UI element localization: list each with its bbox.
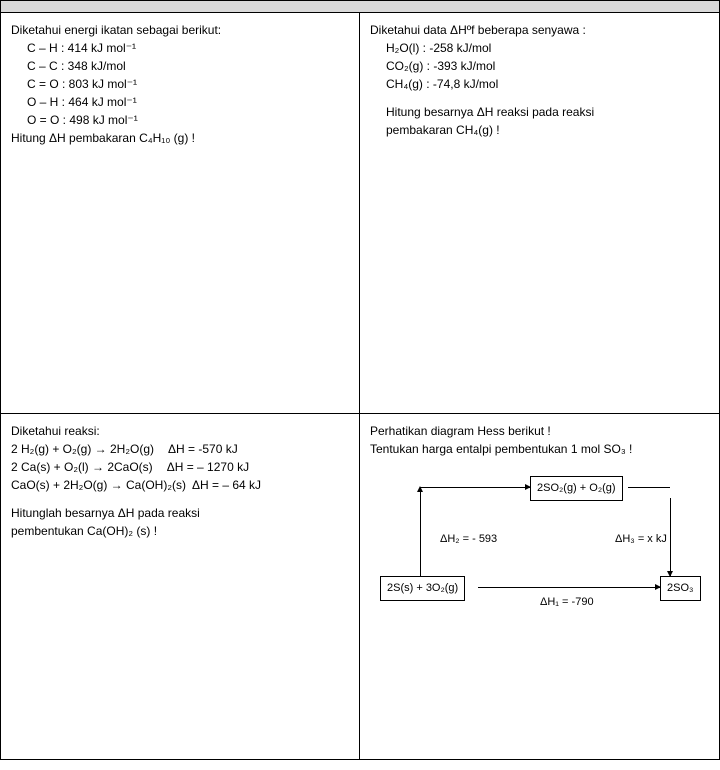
q1-task: Hitung ΔH pembakaran C₄H₁₀ (g) ! — [11, 129, 349, 147]
cell-q2: Diketahui data ΔHºf beberapa senyawa : H… — [360, 13, 719, 413]
cell-q4: Perhatikan diagram Hess berikut ! Tentuk… — [360, 414, 719, 759]
hess-left-box: 2S(s) + 3O₂(g) — [380, 576, 465, 601]
q1-intro: Diketahui energi ikatan sebagai berikut: — [11, 21, 349, 39]
hess-right-box: 2SO₃ — [660, 576, 701, 601]
q3-r3b: ΔH = – 64 kJ — [192, 476, 261, 494]
q3-r1a: 2 H₂(g) + O₂(g) → 2H₂O(g) — [11, 440, 154, 458]
q3-task-2: pembentukan Ca(OH)₂ (s) ! — [11, 522, 349, 540]
header-strip — [1, 1, 719, 13]
q3-r1b: ΔH = -570 kJ — [168, 440, 238, 458]
row-1: Diketahui energi ikatan sebagai berikut:… — [1, 13, 719, 414]
q3-intro: Diketahui reaksi: — [11, 422, 349, 440]
hess-dh1: ΔH₁ = -790 — [540, 594, 594, 611]
q1-bond-2: C – C : 348 kJ/mol — [11, 57, 349, 75]
hess-top-box: 2SO₂(g) + O₂(g) — [530, 476, 623, 501]
hess-dh2: ΔH₂ = - 593 — [440, 531, 497, 548]
q2-task-2: pembakaran CH₄(g) ! — [370, 121, 709, 139]
q4-line-2: Tentukan harga entalpi pembentukan 1 mol… — [370, 440, 709, 458]
q3-r3a: CaO(s) + 2H₂O(g) → Ca(OH)₂(s) — [11, 476, 186, 494]
q1-bond-3: C = O : 803 kJ mol⁻¹ — [11, 75, 349, 93]
q2-task-1: Hitung besarnya ΔH reaksi pada reaksi — [370, 103, 709, 121]
q2-data-2: CO₂(g) : -393 kJ/mol — [370, 57, 709, 75]
q3-r2b: ΔH = – 1270 kJ — [167, 458, 249, 476]
q1-bond-5: O = O : 498 kJ mol⁻¹ — [11, 111, 349, 129]
cell-q1: Diketahui energi ikatan sebagai berikut:… — [1, 13, 360, 413]
hess-dh3: ΔH₃ = x kJ — [615, 531, 667, 548]
cell-q3: Diketahui reaksi: 2 H₂(g) + O₂(g) → 2H₂O… — [1, 414, 360, 759]
hess-arrow-up — [420, 487, 421, 576]
q4-line-1: Perhatikan diagram Hess berikut ! — [370, 422, 709, 440]
hess-arrow-down — [670, 498, 671, 576]
q1-bond-4: O – H : 464 kJ mol⁻¹ — [11, 93, 349, 111]
q3-r2a: 2 Ca(s) + O₂(l) → 2CaO(s) — [11, 458, 153, 476]
hess-arrow-bottom — [478, 587, 660, 588]
q2-data-3: CH₄(g) : -74,8 kJ/mol — [370, 75, 709, 93]
q1-bond-1: C – H : 414 kJ mol⁻¹ — [11, 39, 349, 57]
q3-task-1: Hitunglah besarnya ΔH pada reaksi — [11, 504, 349, 522]
hess-arrow-top-r — [628, 487, 670, 488]
hess-arrow-top — [420, 487, 530, 488]
q2-data-1: H₂O(l) : -258 kJ/mol — [370, 39, 709, 57]
q2-intro: Diketahui data ΔHºf beberapa senyawa : — [370, 21, 709, 39]
hess-diagram: 2SO₂(g) + O₂(g) 2S(s) + 3O₂(g) 2SO₃ ΔH₂ … — [380, 476, 700, 626]
worksheet-table: Diketahui energi ikatan sebagai berikut:… — [0, 0, 720, 760]
row-2: Diketahui reaksi: 2 H₂(g) + O₂(g) → 2H₂O… — [1, 414, 719, 759]
